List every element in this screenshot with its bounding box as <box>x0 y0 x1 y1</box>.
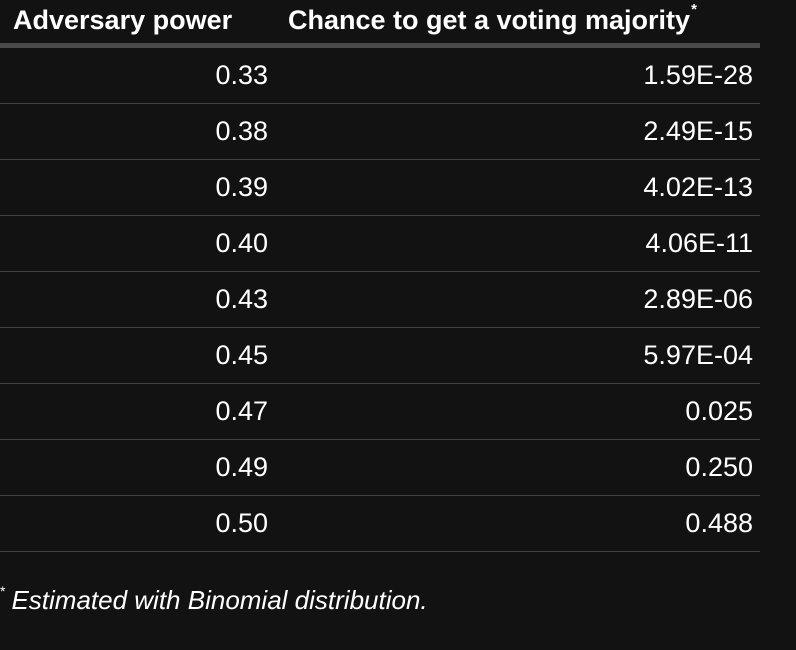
power-cell: 0.33 <box>215 60 268 90</box>
table-row: 0.50 0.488 <box>0 496 760 552</box>
table-row: 0.33 1.59E-28 <box>0 48 760 104</box>
table-header: Adversary power Chance to get a voting m… <box>0 0 760 48</box>
chance-cell: 2.89E-06 <box>643 284 753 314</box>
power-cell: 0.45 <box>215 340 268 370</box>
table-row: 0.47 0.025 <box>0 384 760 440</box>
data-table: Adversary power Chance to get a voting m… <box>0 0 760 552</box>
power-cell: 0.50 <box>215 508 268 538</box>
footnote-marker: * <box>0 583 6 599</box>
table-row: 0.40 4.06E-11 <box>0 216 760 272</box>
footnote-text: Estimated with Binomial distribution. <box>11 585 428 615</box>
power-cell: 0.49 <box>215 452 268 482</box>
chance-cell: 0.250 <box>685 452 753 482</box>
chance-cell: 5.97E-04 <box>643 340 753 370</box>
column-header-adversary-power: Adversary power <box>0 0 272 36</box>
power-cell: 0.38 <box>215 116 268 146</box>
chance-cell: 0.025 <box>685 396 753 426</box>
chance-cell: 4.06E-11 <box>645 228 753 258</box>
power-cell: 0.39 <box>215 172 268 202</box>
column-header-label: Chance to get a voting majority <box>288 5 691 35</box>
chance-cell: 4.02E-13 <box>643 172 753 202</box>
power-cell: 0.40 <box>215 228 268 258</box>
table-row: 0.49 0.250 <box>0 440 760 496</box>
footnote-marker: * <box>691 1 697 18</box>
column-header-label: Adversary power <box>13 5 233 35</box>
chance-cell: 2.49E-15 <box>643 116 753 146</box>
table-row: 0.45 5.97E-04 <box>0 328 760 384</box>
power-cell: 0.47 <box>215 396 268 426</box>
table-row: 0.43 2.89E-06 <box>0 272 760 328</box>
power-cell: 0.43 <box>215 284 268 314</box>
chance-cell: 0.488 <box>685 508 753 538</box>
table-row: 0.38 2.49E-15 <box>0 104 760 160</box>
chance-cell: 1.59E-28 <box>643 60 753 90</box>
table-footnote: * Estimated with Binomial distribution. <box>0 583 428 616</box>
column-header-chance: Chance to get a voting majority* <box>272 0 760 36</box>
table-row: 0.39 4.02E-13 <box>0 160 760 216</box>
